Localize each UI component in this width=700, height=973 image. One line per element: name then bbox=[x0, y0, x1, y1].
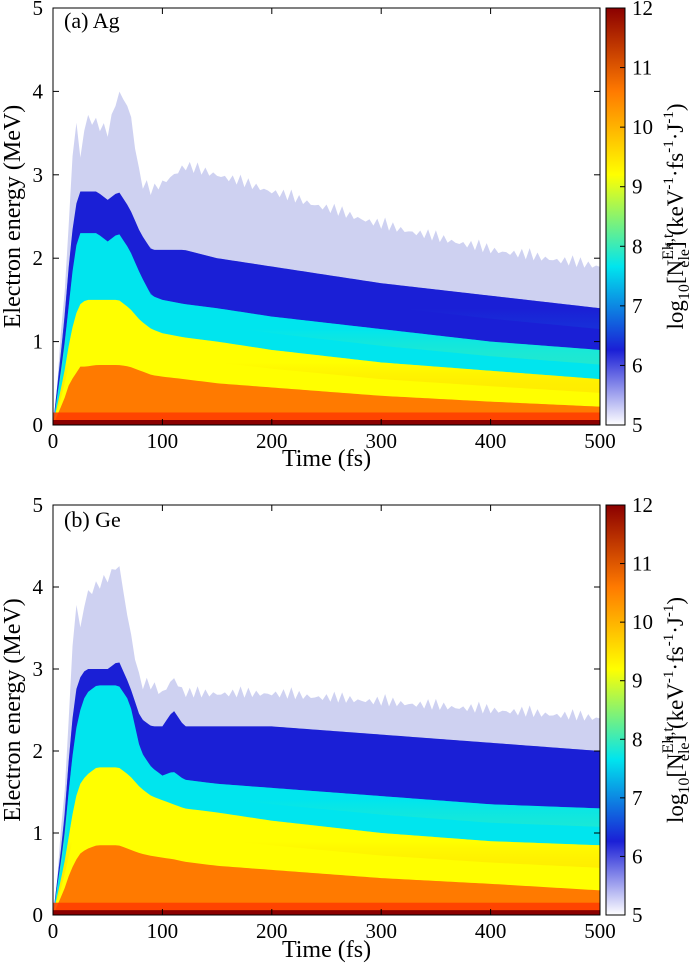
y-tick-label: 4 bbox=[33, 79, 44, 103]
colorbar bbox=[605, 504, 626, 916]
panel-label: (a) Ag bbox=[64, 8, 120, 33]
x-tick-label: 100 bbox=[147, 429, 179, 453]
y-axis: 0 1 2 3 4 5 bbox=[33, 0, 600, 437]
colorbar-label: log10[NEk,tele] (keV-1·fs-1·J-1) bbox=[660, 103, 693, 329]
y-tick-label: 1 bbox=[33, 821, 44, 845]
heatmap-area bbox=[53, 505, 600, 915]
colorbar-tick-label: 11 bbox=[632, 56, 652, 80]
y-tick-label: 3 bbox=[33, 657, 44, 681]
x-tick-label: 500 bbox=[584, 429, 616, 453]
band-transition bbox=[53, 685, 600, 915]
colorbar-label: log10[NEk,tele] (keV-1·fs-1·J-1) bbox=[660, 597, 693, 823]
colorbar-tick-label: 11 bbox=[632, 552, 652, 576]
colorbar-tick-label: 6 bbox=[632, 353, 643, 377]
orange-band bbox=[53, 845, 600, 915]
x-tick-label: 0 bbox=[48, 919, 59, 943]
x-tick-label: 500 bbox=[584, 919, 616, 943]
y-axis-title: Electron energy (MeV) bbox=[0, 105, 26, 328]
band-transition bbox=[53, 191, 600, 425]
colorbar-tick-label: 7 bbox=[632, 294, 643, 318]
colorbar-tick-label: 9 bbox=[632, 175, 643, 199]
x-tick-label: 400 bbox=[475, 919, 507, 943]
red-baseline-band bbox=[53, 910, 600, 915]
y-axis-title: Electron energy (MeV) bbox=[0, 598, 26, 821]
y-tick-label: 3 bbox=[33, 163, 44, 187]
colorbar-tick-label: 12 bbox=[632, 0, 653, 20]
colorbar-tick-label: 5 bbox=[632, 903, 643, 927]
band-transition bbox=[53, 233, 600, 425]
x-tick-label: 300 bbox=[365, 429, 397, 453]
colorbar-tick-label: 9 bbox=[632, 669, 643, 693]
heatmap-area bbox=[53, 8, 600, 425]
colorbar-axis: 5 6 7 8 9 10 11 12 bbox=[620, 0, 653, 437]
colorbar-tick-label: 8 bbox=[632, 727, 643, 751]
band-transition bbox=[53, 767, 600, 915]
colorbar bbox=[605, 7, 626, 426]
colorbar-tick-label: 10 bbox=[632, 610, 653, 634]
y-axis: 0 1 2 3 4 5 bbox=[33, 493, 600, 927]
y-tick-label: 5 bbox=[33, 0, 44, 20]
colorbar-tick-label: 8 bbox=[632, 234, 643, 258]
x-tick-label: 200 bbox=[256, 429, 288, 453]
colorbar-tick-label: 5 bbox=[632, 413, 643, 437]
x-axis-title: Time (fs) bbox=[282, 937, 371, 963]
red-orange-band bbox=[53, 902, 600, 911]
x-axis: 0 100 200 300 400 500 bbox=[48, 8, 616, 453]
x-axis-title: Time (fs) bbox=[282, 446, 371, 472]
colorbar-tick-label: 10 bbox=[632, 115, 653, 139]
colorbar-tick-label: 7 bbox=[632, 786, 643, 810]
colorbar-tick-label: 6 bbox=[632, 844, 643, 868]
panel-label: (b) Ge bbox=[64, 507, 121, 532]
y-tick-label: 2 bbox=[33, 246, 44, 270]
red-orange-band bbox=[53, 412, 600, 420]
plot-frame bbox=[52, 7, 601, 426]
colorbar-tick-label: 12 bbox=[632, 493, 653, 517]
x-axis: 0 100 200 300 400 500 bbox=[48, 505, 616, 943]
y-tick-label: 0 bbox=[33, 413, 44, 437]
band-transition bbox=[53, 299, 600, 425]
y-tick-label: 1 bbox=[33, 330, 44, 354]
x-tick-label: 400 bbox=[475, 429, 507, 453]
x-tick-label: 0 bbox=[48, 429, 59, 453]
x-tick-label: 300 bbox=[365, 919, 397, 943]
x-tick-label: 100 bbox=[147, 919, 179, 943]
plot-frame bbox=[52, 504, 601, 916]
y-tick-label: 0 bbox=[33, 903, 44, 927]
red-baseline-band bbox=[53, 419, 600, 425]
y-tick-label: 4 bbox=[33, 575, 44, 599]
y-tick-label: 5 bbox=[33, 493, 44, 517]
x-tick-label: 200 bbox=[256, 919, 288, 943]
orange-band bbox=[53, 364, 600, 425]
y-tick-label: 2 bbox=[33, 739, 44, 763]
colorbar-axis: 5 6 7 8 9 10 11 12 bbox=[620, 493, 653, 927]
